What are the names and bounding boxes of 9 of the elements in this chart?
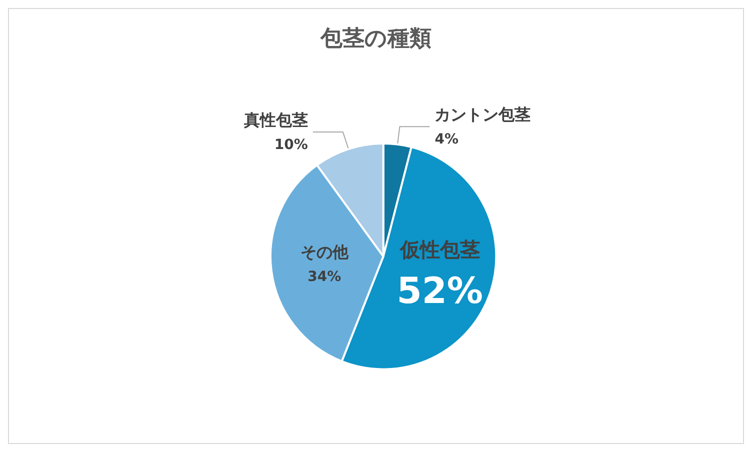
slice-label: その他 <box>300 242 350 262</box>
slice-label: カントン包茎 <box>434 105 531 124</box>
data-label: 52% <box>396 271 483 312</box>
chart-title: 包茎の種類 <box>320 26 432 52</box>
data-label: 10% <box>274 136 308 153</box>
slice-label: 仮性包茎 <box>398 238 480 262</box>
data-label: 34% <box>308 268 342 285</box>
data-label: 4% <box>434 132 459 148</box>
slice-label: 真性包茎 <box>242 110 308 130</box>
